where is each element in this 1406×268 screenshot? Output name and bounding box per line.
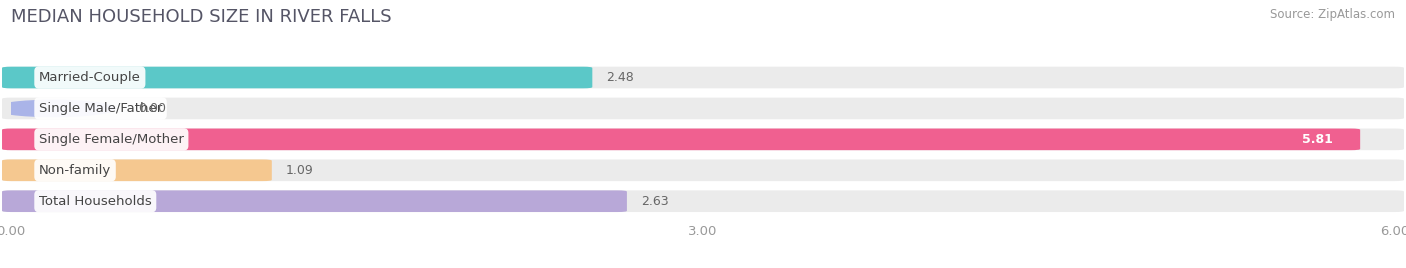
Text: Total Households: Total Households bbox=[39, 195, 152, 208]
Text: 0.00: 0.00 bbox=[138, 102, 166, 115]
FancyBboxPatch shape bbox=[1, 159, 1405, 181]
FancyBboxPatch shape bbox=[1, 67, 592, 88]
Text: 2.63: 2.63 bbox=[641, 195, 668, 208]
FancyBboxPatch shape bbox=[1, 190, 627, 212]
FancyBboxPatch shape bbox=[1, 98, 1405, 119]
FancyBboxPatch shape bbox=[1, 129, 1360, 150]
Circle shape bbox=[0, 100, 115, 117]
FancyBboxPatch shape bbox=[1, 159, 271, 181]
FancyBboxPatch shape bbox=[1, 190, 1405, 212]
Text: 5.81: 5.81 bbox=[1302, 133, 1333, 146]
Text: 2.48: 2.48 bbox=[606, 71, 634, 84]
Text: Source: ZipAtlas.com: Source: ZipAtlas.com bbox=[1270, 8, 1395, 21]
Text: MEDIAN HOUSEHOLD SIZE IN RIVER FALLS: MEDIAN HOUSEHOLD SIZE IN RIVER FALLS bbox=[11, 8, 392, 26]
FancyBboxPatch shape bbox=[1, 129, 1405, 150]
Text: Non-family: Non-family bbox=[39, 164, 111, 177]
Text: 1.09: 1.09 bbox=[285, 164, 314, 177]
Text: Single Male/Father: Single Male/Father bbox=[39, 102, 162, 115]
FancyBboxPatch shape bbox=[1, 67, 1405, 88]
Text: Married-Couple: Married-Couple bbox=[39, 71, 141, 84]
Text: Single Female/Mother: Single Female/Mother bbox=[39, 133, 184, 146]
